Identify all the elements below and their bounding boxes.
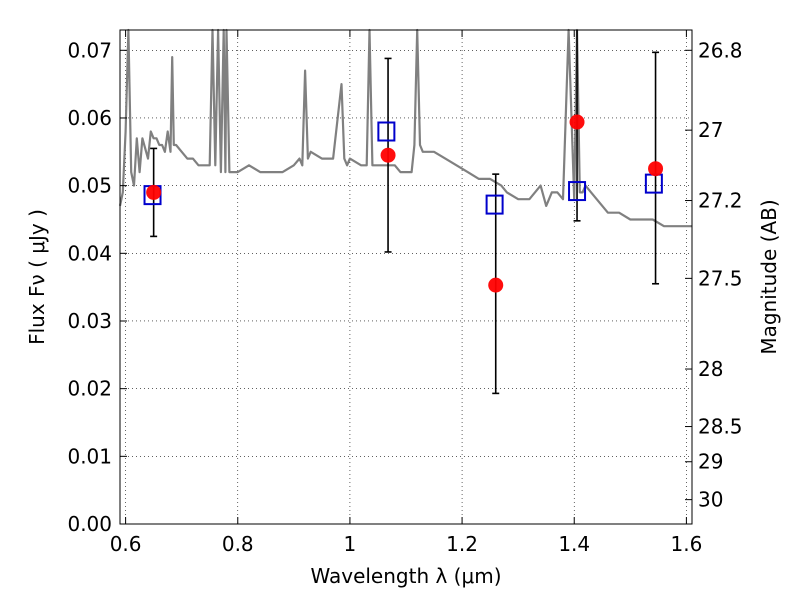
x-tick-label: 1.2	[446, 532, 478, 556]
y-tick-label: 0.04	[67, 241, 112, 265]
plot-frame	[119, 29, 693, 525]
model-point	[568, 181, 587, 202]
grid	[120, 30, 692, 525]
x-axis-label: Wavelength λ (μm)	[310, 564, 501, 588]
observed-point	[380, 147, 396, 163]
right-y-tick-label: 29	[698, 450, 723, 474]
y-tick-label: 0.00	[67, 512, 112, 536]
x-tick-label: 0.8	[222, 532, 254, 556]
right-y-axis-label: Magnitude (AB)	[757, 199, 781, 354]
model-point	[644, 173, 663, 194]
right-y-tick-label: 30	[698, 488, 723, 512]
model-point	[377, 121, 396, 142]
observed-point	[146, 184, 162, 200]
x-tick-label: 1	[344, 532, 357, 556]
y-tick-label: 0.02	[67, 377, 112, 401]
y-tick-label: 0.07	[67, 38, 112, 62]
observed-point	[648, 161, 664, 177]
right-y-tick-label: 27.2	[698, 189, 743, 213]
right-y-tick-label: 28.5	[698, 415, 743, 439]
y-tick-label: 0.05	[67, 174, 112, 198]
axis-ticks: 0.6 0.8 1 1.2 1.4 1.6 0.00 0.01 0.02 0.03 0.04 0.05…	[67, 30, 743, 556]
y-tick-label: 0.03	[67, 309, 112, 333]
right-y-tick-label: 28	[698, 357, 723, 381]
right-y-tick-label: 26.8	[698, 38, 743, 62]
right-y-tick-label: 27.5	[698, 266, 743, 290]
model-spectrum	[118, 28, 692, 228]
observed-point	[569, 114, 585, 130]
x-tick-label: 1.4	[558, 532, 590, 556]
y-axis-label: Flux Fν ( μJy )	[25, 209, 49, 345]
right-y-tick-label: 27	[698, 118, 723, 142]
observed-points	[146, 114, 664, 293]
spectrum-line	[118, 28, 692, 228]
observed-point	[488, 277, 504, 293]
x-tick-label: 0.6	[110, 532, 142, 556]
y-tick-label: 0.01	[67, 444, 112, 468]
model-point	[485, 194, 504, 215]
x-tick-label: 1.6	[670, 532, 702, 556]
y-tick-label: 0.06	[67, 106, 112, 130]
